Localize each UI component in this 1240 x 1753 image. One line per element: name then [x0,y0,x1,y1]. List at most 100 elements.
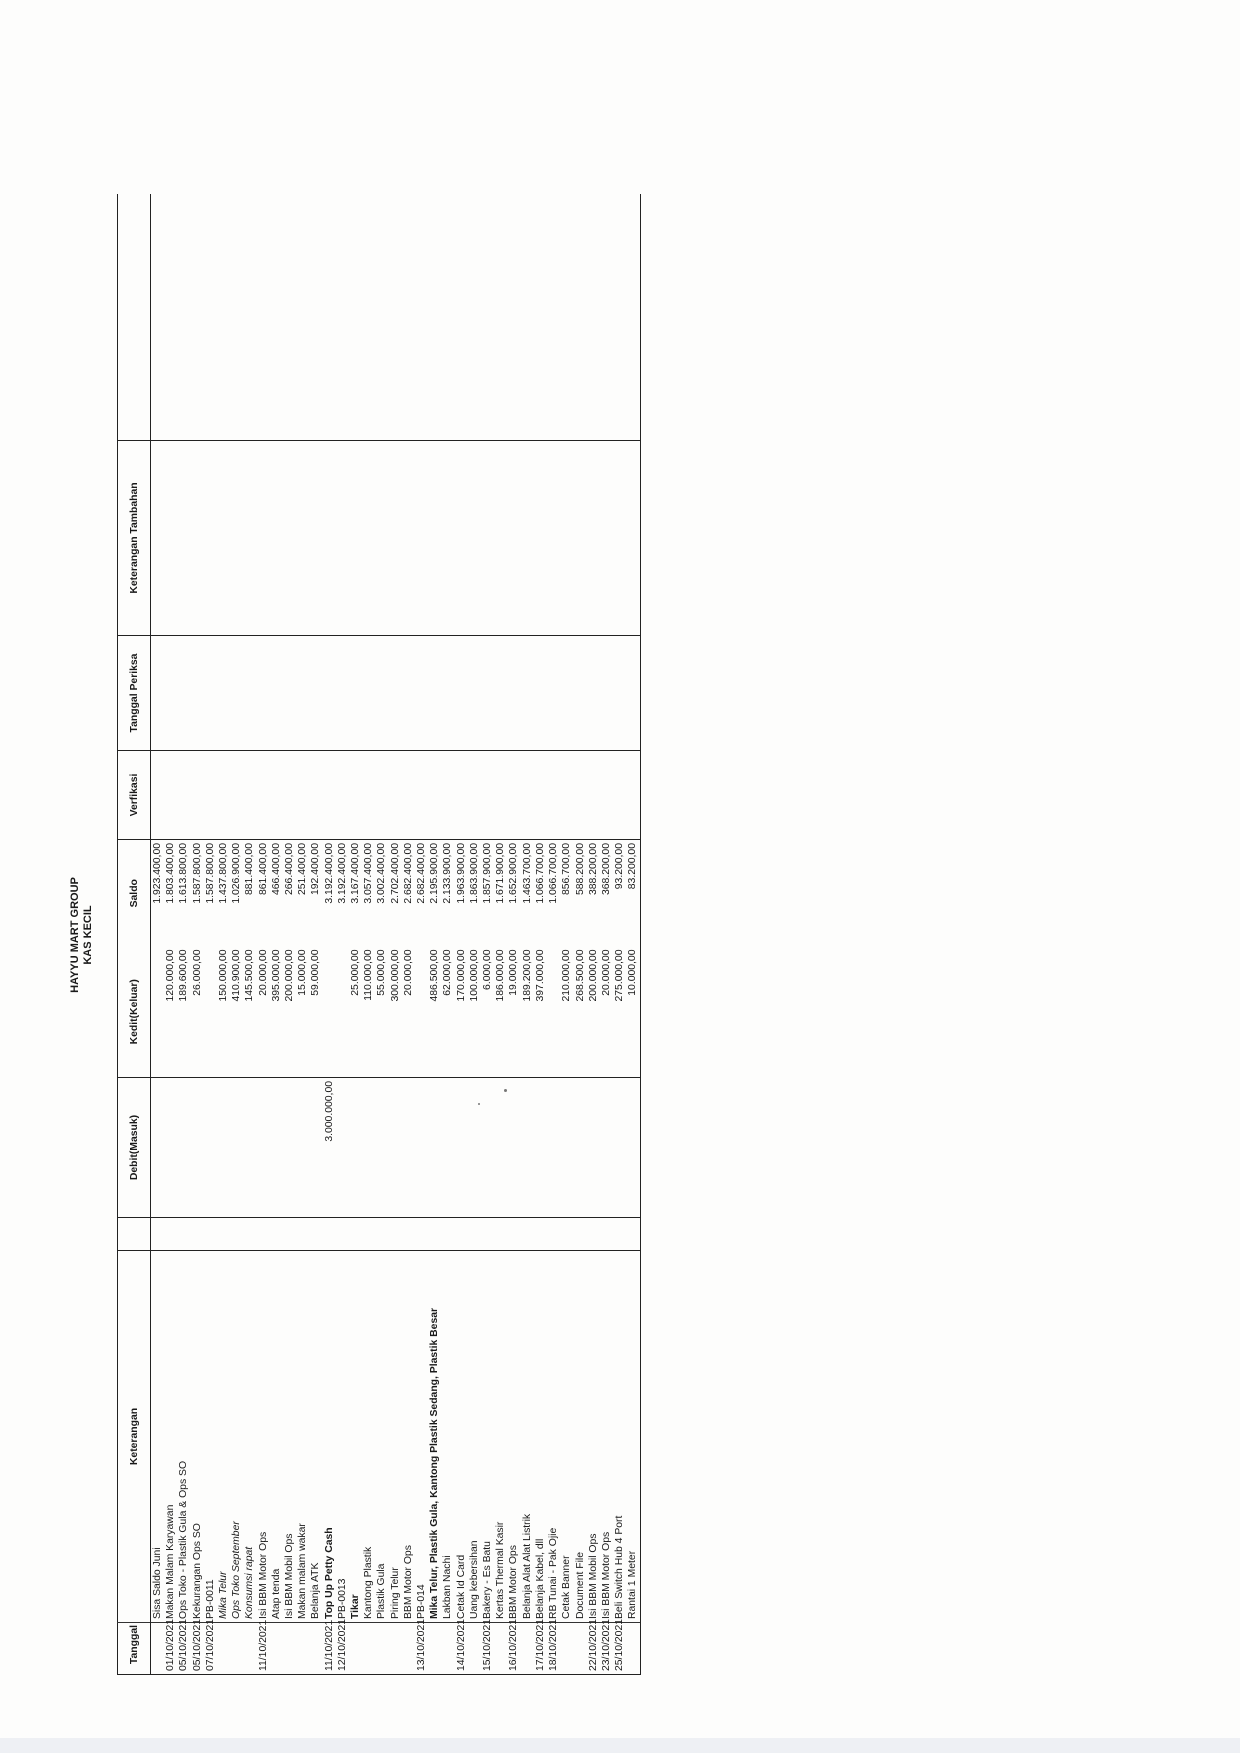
table-row: 16/10/2021 BBM Motor Ops 19.000,00 1.652.90… [507,195,521,1675]
cell-debit [164,1077,178,1218]
cell-tanggal-periksa [256,635,270,751]
cell-keterangan-tambahan [150,440,165,636]
cell-keterangan-tambahan [190,440,204,636]
cell-tanggal [467,1622,482,1675]
cell-spacer [349,1217,363,1251]
cell-blank [336,195,349,441]
cell-spacer [177,1217,191,1251]
col-header-tanggal: Tanggal [117,1622,151,1675]
table-row: Makan malam wakar 15.000,00 251.400,00 [296,195,310,1675]
cell-keterangan: PB-0011 [203,1250,218,1623]
cell-debit [203,1077,218,1218]
cell-verifikasi [547,750,561,840]
cell-verifikasi [401,750,416,840]
cell-tanggal [269,1622,284,1675]
cell-debit [520,1077,534,1218]
cell-saldo: 466.400,00 [270,843,282,896]
cell-tanggal: 23/10/2021 [599,1619,614,1675]
cell-blank [521,195,534,441]
cell-spacer [283,1217,297,1251]
cell-keterangan: Document File [573,1250,587,1623]
cell-keterangan-tambahan [269,440,284,636]
cell-verifikasi [362,750,376,840]
cell-saldo: 1.923.400,00 [152,843,163,904]
table-row: 12/10/2021 PB-0013 3.192.400,00 [335,195,350,1675]
cell-kredit: 268.500,00 [574,949,586,1002]
cell-keterangan: Isi BBM Mobil Ops [586,1250,600,1623]
col-header-verifikasi: Verfikasi [117,750,151,840]
cell-tanggal-periksa [150,635,165,751]
cell-keterangan: Plastik Gula [375,1250,389,1623]
cell-saldo: 2.133.900,00 [442,843,454,904]
cell-debit [441,1077,455,1218]
cell-tanggal: 15/10/2021 [481,1619,495,1675]
cell-keterangan-tambahan [560,440,574,636]
cell-spacer [613,1217,627,1251]
cell-verifikasi [507,750,521,840]
cell-tanggal-periksa [599,635,614,751]
cell-debit [217,1077,231,1218]
cell-blank [560,195,573,441]
cell-keterangan-tambahan [362,440,376,636]
cell-saldo: 1.803.400,00 [165,843,177,904]
cell-verifikasi [494,750,508,840]
cell-verifikasi [349,750,363,840]
cell-saldo: 93.200,00 [614,843,626,890]
cell-blank [309,195,322,441]
cell-kredit: 170.000,00 [455,949,467,1002]
cell-saldo: 3.192.400,00 [336,843,348,904]
cell-debit [269,1077,284,1218]
cell-tanggal-periksa [269,635,284,751]
cell-verifikasi [467,750,482,840]
cell-kredit: 20.000,00 [600,949,612,996]
cell-keterangan-tambahan [586,440,600,636]
cell-verifikasi [243,750,257,840]
cell-verifikasi [309,750,323,840]
header-row: Tanggal Keterangan Debit(Masuk) Kedit(Ke… [117,194,151,1675]
cell-keterangan-tambahan [494,440,508,636]
cell-verifikasi [164,750,178,840]
cell-keterangan: PB-014 [415,1250,429,1623]
cell-keterangan: BBM Motor Ops [401,1250,416,1623]
cell-verifikasi [415,750,429,840]
cell-keterangan-tambahan [256,440,270,636]
cell-keterangan: RB Tunai - Pak Ojie [547,1250,561,1623]
cell-tanggal-periksa [520,635,534,751]
cell-tanggal [520,1622,534,1675]
cell-blank [428,195,441,441]
cell-keterangan: Top Up Petty Cash [322,1250,336,1623]
cell-saldo: 1.066.700,00 [548,843,560,904]
cell-verifikasi [428,750,442,840]
cell-saldo: 192.400,00 [310,843,322,896]
cell-tanggal-periksa [533,635,548,751]
cell-saldo: 1.587.800,00 [204,843,216,904]
cell-verifikasi [573,750,587,840]
scan-speck [478,1103,480,1105]
cell-saldo: 1.857.900,00 [482,843,494,904]
cell-saldo: 2.682.400,00 [416,843,428,904]
cell-spacer [269,1217,284,1251]
cell-tanggal [150,1622,165,1675]
col-header-keterangan-tambahan: Keterangan Tambahan [117,440,151,636]
cell-keterangan: BBM Motor Ops [507,1250,521,1623]
cell-saldo: 1.463.700,00 [521,843,533,904]
cell-tanggal-periksa [309,635,323,751]
cell-saldo: 1.613.800,00 [178,843,190,904]
table-row: 15/10/2021 Bakery - Es Batu 6.000,00 1.857.… [481,195,495,1675]
cell-tanggal: 22/10/2021 [586,1619,600,1675]
cell-verifikasi [586,750,600,840]
cell-verifikasi [560,750,574,840]
cell-saldo: 1.671.900,00 [495,843,507,904]
table-row: Belanja ATK 59.000,00 192.400,00 [309,195,323,1675]
cell-saldo: 1.587.800,00 [191,843,203,904]
cell-blank [349,195,362,441]
cell-keterangan: Belanja Kabel, dll [533,1250,548,1623]
cell-kredit: 397.000,00 [534,949,546,1002]
cell-spacer [243,1217,257,1251]
cell-verifikasi [613,750,627,840]
cell-debit [349,1077,363,1218]
cell-spacer [415,1217,429,1251]
cell-keterangan-tambahan [164,440,178,636]
cell-spacer [217,1217,231,1251]
cell-keterangan-tambahan [573,440,587,636]
